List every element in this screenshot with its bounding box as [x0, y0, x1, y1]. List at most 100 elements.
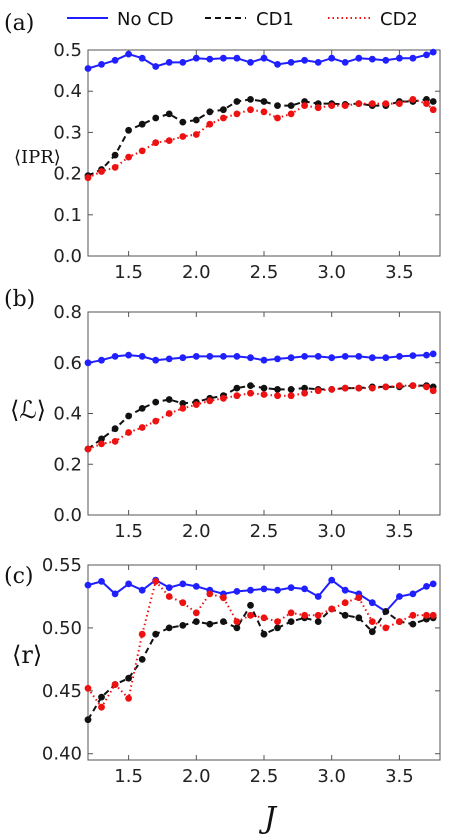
data-point-no-cd	[301, 353, 308, 360]
x-tick-label: 2.5	[250, 262, 279, 283]
y-tick-label: 0.6	[53, 353, 82, 374]
y-tick-label: 0.4	[53, 81, 82, 102]
data-point-cd1	[247, 601, 254, 609]
series-line-cd1	[87, 384, 434, 450]
data-point-no-cd	[396, 54, 403, 62]
data-point-no-cd	[125, 50, 132, 58]
data-point-cd1	[355, 614, 363, 622]
data-point-cd1	[192, 116, 200, 124]
data-point-no-cd	[138, 586, 146, 594]
data-point-no-cd	[111, 353, 119, 360]
data-point-cd1	[206, 108, 214, 116]
ylabel-r: ⟨r⟩	[12, 641, 42, 669]
data-point-cd1	[125, 674, 132, 682]
data-point-cd1	[341, 611, 349, 619]
panel-a: 0.0 0.1 0.2 0.3 0.4 0.5 1.5 2.0 2.5 3.0 3.5	[53, 40, 441, 283]
data-point-no-cd	[314, 353, 322, 360]
data-point-no-cd	[314, 59, 322, 66]
data-point-no-cd	[382, 56, 390, 64]
data-point-cd1	[287, 102, 295, 109]
data-point-cd2	[260, 614, 268, 622]
y-tick-label: 0.5	[53, 40, 82, 61]
data-point-cd2	[301, 611, 308, 619]
data-point-cd1	[98, 693, 105, 701]
data-point-cd1	[179, 622, 187, 629]
data-point-cd1	[98, 435, 105, 443]
data-point-no-cd	[165, 355, 173, 363]
data-point-cd1	[274, 624, 281, 632]
data-point-no-cd	[84, 359, 92, 367]
data-point-no-cd	[125, 351, 132, 359]
data-point-no-cd	[409, 352, 417, 359]
data-point-cd1	[165, 110, 173, 118]
data-point-cd2	[152, 578, 160, 585]
data-point-no-cd	[382, 354, 390, 362]
data-point-no-cd	[206, 353, 214, 360]
data-point-no-cd	[368, 599, 376, 607]
data-point-cd2	[423, 100, 430, 107]
data-point-cd1	[409, 620, 417, 628]
data-point-cd2	[260, 391, 268, 398]
data-point-cd2	[192, 401, 200, 408]
x-tick-label: 2.5	[250, 766, 279, 787]
data-point-no-cd	[328, 54, 336, 62]
data-point-no-cd	[111, 590, 119, 598]
data-point-cd2	[111, 681, 119, 688]
data-point-no-cd	[111, 56, 119, 64]
x-tick-label: 3.5	[385, 766, 414, 787]
data-point-cd2	[233, 618, 241, 625]
y-tick-label: 0.4	[53, 404, 82, 425]
data-point-cd2	[301, 389, 308, 397]
x-tick-label: 3.5	[385, 521, 414, 542]
data-point-cd2	[429, 106, 437, 114]
data-point-no-cd	[409, 590, 417, 598]
legend-label-no-cd: No CD	[117, 9, 174, 30]
data-point-no-cd	[247, 586, 254, 594]
data-point-cd2	[138, 424, 146, 431]
data-point-no-cd	[423, 351, 430, 359]
data-point-no-cd	[152, 356, 160, 364]
y-tick-label: 0.50	[42, 618, 82, 639]
data-point-no-cd	[179, 580, 187, 588]
data-point-no-cd	[192, 54, 200, 62]
data-point-cd1	[274, 102, 281, 109]
data-point-cd1	[179, 400, 187, 407]
data-point-cd1	[192, 618, 200, 625]
data-point-no-cd	[355, 54, 363, 62]
data-point-cd2	[206, 120, 214, 128]
legend-label-cd1: CD1	[256, 9, 294, 30]
data-point-no-cd	[165, 584, 173, 591]
data-point-cd2	[179, 405, 187, 412]
data-point-cd1	[274, 386, 281, 393]
data-point-no-cd	[396, 353, 403, 360]
data-point-cd2	[247, 611, 254, 619]
data-point-cd1	[233, 624, 241, 632]
x-tick-label: 3.0	[317, 262, 346, 283]
y-tick-label: 0.8	[53, 302, 82, 323]
data-point-no-cd	[355, 353, 363, 360]
data-point-cd1	[165, 396, 173, 403]
data-point-cd1	[429, 98, 437, 105]
data-point-cd2	[98, 168, 105, 175]
data-point-cd2	[84, 174, 92, 182]
data-point-cd2	[328, 386, 336, 393]
panel-b: 0.0 0.2 0.4 0.6 0.8 1.5 2.0 2.5 3.0 3.5	[53, 302, 441, 542]
data-point-cd1	[247, 382, 254, 389]
data-point-cd2	[274, 618, 281, 625]
data-point-cd2	[111, 164, 119, 171]
panel-label-c: (c)	[4, 564, 34, 589]
data-point-cd1	[220, 618, 227, 625]
data-point-cd1	[247, 96, 254, 103]
data-point-cd2	[84, 684, 92, 692]
data-point-no-cd	[423, 51, 430, 59]
data-point-no-cd	[274, 61, 281, 68]
series-line-cd1	[87, 603, 434, 721]
data-point-cd2	[125, 695, 132, 702]
data-point-cd2	[165, 137, 173, 145]
panel-label-b: (b)	[4, 287, 35, 312]
data-point-cd1	[314, 618, 322, 625]
data-point-cd2	[409, 96, 417, 103]
data-point-no-cd	[328, 354, 336, 362]
data-point-cd2	[355, 384, 363, 392]
